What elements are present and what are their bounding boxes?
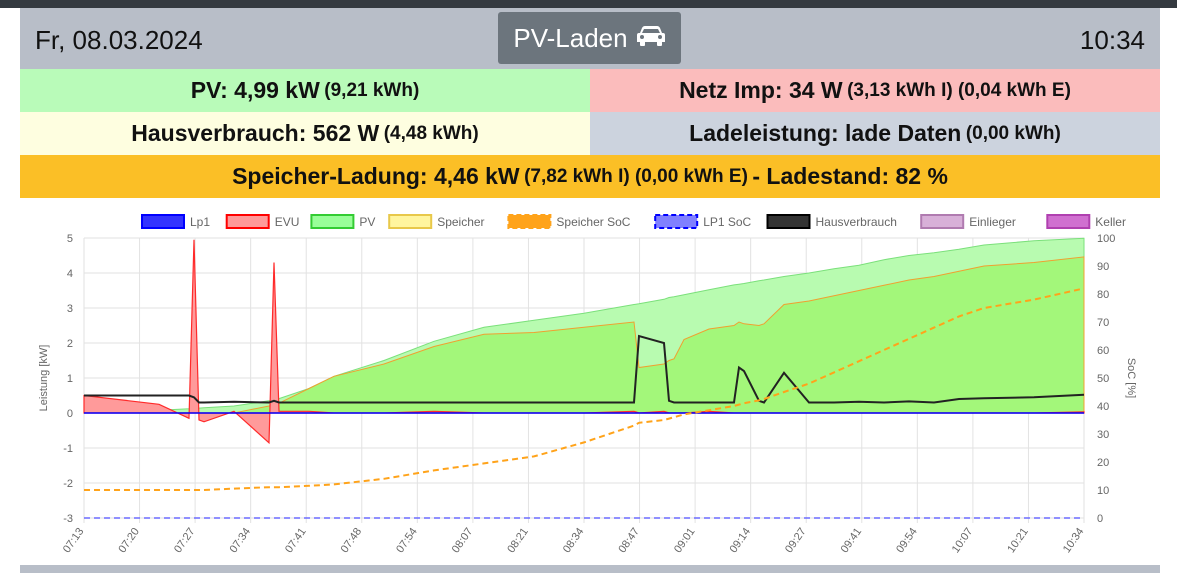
legend-label: LP1 SoC (703, 215, 751, 229)
y-tick-label: -3 (63, 513, 73, 525)
y2-tick-label: 40 (1097, 401, 1109, 413)
y2-axis-title: SoC [%] (1125, 358, 1137, 398)
legend-label: EVU (275, 215, 300, 229)
y2-tick-label: 20 (1097, 457, 1109, 469)
y-tick-label: -2 (63, 478, 73, 490)
pv-status: PV: 4,99 kW (9,21 kWh) (20, 69, 590, 112)
x-tick-label: 09:41 (839, 526, 865, 555)
speicher-energy: (7,82 kWh I) (0,00 kWh E) (524, 165, 748, 187)
ladeleistung-status: Ladeleistung: lade Daten (0,00 kWh) (590, 112, 1160, 155)
x-tick-label: 09:27 (783, 526, 809, 555)
x-tick-label: 08:07 (450, 526, 476, 555)
y-tick-label: 5 (67, 233, 73, 245)
speicher-status: Speicher-Ladung: 4,46 kW (7,82 kWh I) (0… (20, 155, 1160, 198)
y-tick-label: 1 (67, 373, 73, 385)
y-tick-label: 0 (67, 408, 73, 420)
speicher-soc-line (84, 287, 1085, 491)
legend-label: Lp1 (190, 215, 210, 229)
date-label: Fr, 08.03.2024 (35, 25, 203, 55)
x-tick-label: 07:20 (116, 526, 142, 555)
ladeleistung-energy: (0,00 kWh) (965, 122, 1061, 144)
legend-label: Einlieger (969, 215, 1016, 229)
legend-swatch (310, 214, 355, 229)
x-tick-label: 08:21 (505, 526, 531, 555)
netz-energy: (3,13 kWh I) (0,04 kWh E) (847, 79, 1071, 101)
y-tick-label: 2 (67, 338, 73, 350)
hausverbrauch-value: Hausverbrauch: 562 W (131, 120, 380, 146)
legend-swatch (225, 214, 270, 229)
x-tick-label: 09:14 (728, 526, 754, 555)
legend-swatch (507, 214, 552, 229)
hausverbrauch-energy: (4,48 kWh) (383, 122, 479, 144)
legend-label: Speicher (437, 215, 484, 229)
y-tick-label: 3 (67, 303, 73, 315)
power-chart[interactable]: Lp1 EVU PV Speicher Speicher SoC LP1 SoC Hausv… (20, 205, 1160, 565)
footer-bar (20, 565, 1160, 573)
pv-laden-button[interactable]: PV-Laden (498, 12, 681, 64)
x-tick-label: 09:54 (894, 526, 920, 555)
legend-swatch (766, 214, 811, 229)
y2-tick-label: 0 (1097, 513, 1103, 525)
car-icon (636, 23, 666, 54)
x-tick-label: 07:41 (283, 526, 309, 555)
x-tick-label: 09:01 (672, 526, 698, 555)
top-bar (0, 0, 1177, 8)
y-tick-label: -1 (63, 443, 73, 455)
x-tick-label: 10:21 (1005, 526, 1031, 555)
y2-tick-label: 70 (1097, 317, 1109, 329)
legend-swatch (141, 214, 185, 229)
x-tick-label: 08:34 (561, 526, 587, 555)
y2-tick-label: 80 (1097, 289, 1109, 301)
legend-swatch (388, 214, 433, 229)
legend-swatch (920, 214, 965, 229)
y2-tick-label: 30 (1097, 429, 1109, 441)
x-tick-label: 07:27 (172, 526, 198, 555)
legend-swatch (654, 214, 699, 229)
x-tick-label: 08:47 (616, 526, 642, 555)
x-tick-label: 10:07 (950, 526, 976, 555)
y2-tick-label: 90 (1097, 261, 1109, 273)
speicher-area (84, 256, 1085, 414)
legend-label: Speicher SoC (556, 215, 630, 229)
legend-label: Hausverbrauch (816, 215, 897, 229)
x-tick-label: 10:34 (1061, 526, 1087, 555)
speicher-value: Speicher-Ladung: 4,46 kW (232, 163, 520, 189)
hausverbrauch-line (84, 334, 1085, 404)
y-tick-label: 4 (67, 268, 73, 280)
netz-status: Netz Imp: 34 W (3,13 kWh I) (0,04 kWh E) (590, 69, 1160, 112)
hausverbrauch-status: Hausverbrauch: 562 W (4,48 kWh) (20, 112, 590, 155)
header-bar: Fr, 08.03.2024 PV-Laden 10:34 (20, 8, 1160, 69)
pv-laden-label: PV-Laden (513, 22, 628, 53)
x-tick-label: 07:54 (394, 526, 420, 555)
x-tick-label: 07:13 (61, 526, 87, 555)
legend-swatch (1046, 214, 1091, 229)
netz-value: Netz Imp: 34 W (679, 77, 843, 103)
speicher-soc: - Ladestand: 82 % (752, 163, 948, 189)
x-tick-label: 07:34 (228, 526, 254, 555)
y-axis-title: Leistung [kW] (38, 345, 50, 412)
y2-tick-label: 60 (1097, 345, 1109, 357)
legend-label: PV (359, 215, 375, 229)
ladeleistung-value: Ladeleistung: lade Daten (689, 120, 962, 146)
y2-tick-label: 10 (1097, 485, 1109, 497)
pv-value: PV: 4,99 kW (190, 77, 320, 103)
y2-tick-label: 100 (1097, 233, 1115, 245)
x-tick-label: 07:48 (339, 526, 365, 555)
y2-tick-label: 50 (1097, 373, 1109, 385)
legend-label: Keller (1095, 215, 1126, 229)
time-label: 10:34 (1079, 25, 1145, 55)
pv-energy: (9,21 kWh) (324, 79, 420, 101)
